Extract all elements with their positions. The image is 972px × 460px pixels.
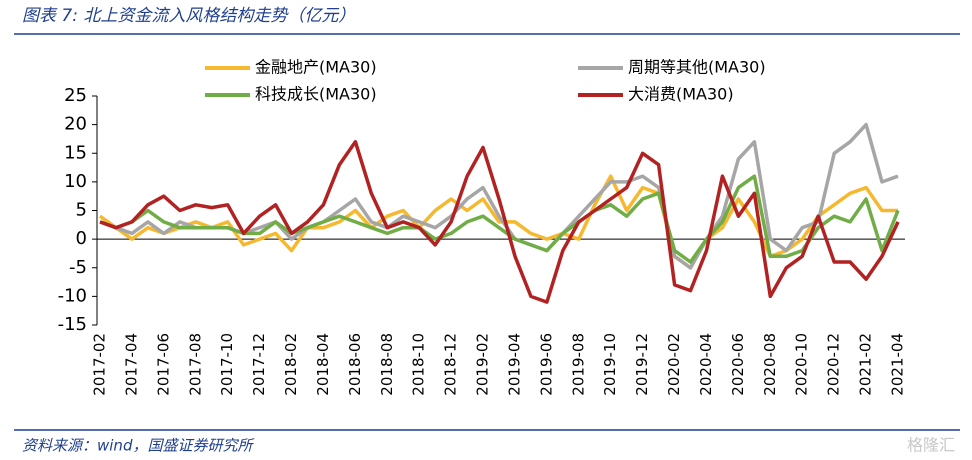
x-tick-label: 2017-08 (186, 333, 204, 396)
x-tick-label: 2019-04 (505, 333, 523, 396)
x-tick-label: 2020-04 (697, 333, 715, 396)
y-tick-label: -5 (69, 257, 87, 278)
x-tick-label: 2018-04 (314, 333, 332, 396)
y-tick-label: 10 (64, 171, 87, 192)
x-tick-label: 2017-02 (91, 333, 109, 396)
x-tick-label: 2019-10 (601, 333, 619, 396)
x-tick-label: 2018-08 (378, 333, 396, 396)
y-tick-label: 5 (76, 200, 87, 221)
x-tick-label: 2017-12 (250, 333, 268, 396)
chart-title: 图表 7: 北上资金流入风格结构走势（亿元） (22, 6, 355, 26)
x-tick-label: 2017-04 (122, 333, 140, 396)
x-tick-label: 2018-02 (282, 333, 300, 396)
y-tick-label: 25 (64, 85, 87, 106)
x-tick-label: 2018-10 (410, 333, 428, 396)
x-tick-label: 2020-12 (825, 333, 843, 396)
x-tick-label: 2019-06 (537, 333, 555, 396)
x-tick-label: 2019-02 (474, 333, 492, 396)
x-tick-label: 2020-06 (729, 333, 747, 396)
x-tick-label: 2017-10 (218, 333, 236, 396)
legend-label: 金融地产(MA30) (255, 58, 377, 77)
legend-label: 周期等其他(MA30) (628, 58, 766, 77)
legend-label: 大消费(MA30) (628, 85, 734, 104)
x-tick-label: 2018-06 (346, 333, 364, 396)
watermark: 格隆汇 (907, 436, 955, 455)
x-tick-label: 2021-02 (857, 333, 875, 396)
x-tick-label: 2020-10 (793, 333, 811, 396)
x-tick-label: 2021-04 (889, 333, 907, 396)
legend-label: 科技成长(MA30) (255, 85, 377, 104)
x-tick-label: 2020-02 (665, 333, 683, 396)
source: 资料来源：wind，国盛证券研究所 (22, 437, 254, 455)
y-tick-label: -10 (58, 285, 87, 306)
x-tick-label: 2018-12 (442, 333, 460, 396)
y-tick-label: 15 (64, 142, 87, 163)
y-tick-label: 20 (64, 114, 87, 135)
x-tick-label: 2017-06 (154, 333, 172, 396)
x-tick-label: 2019-08 (569, 333, 587, 396)
series-line (99, 140, 900, 304)
y-tick-label: 0 (76, 228, 87, 249)
y-tick-label: -15 (58, 314, 87, 335)
x-tick-label: 2020-08 (761, 333, 779, 396)
series-line (99, 174, 900, 264)
series-line (98, 174, 898, 270)
x-tick-label: 2019-12 (633, 333, 651, 396)
